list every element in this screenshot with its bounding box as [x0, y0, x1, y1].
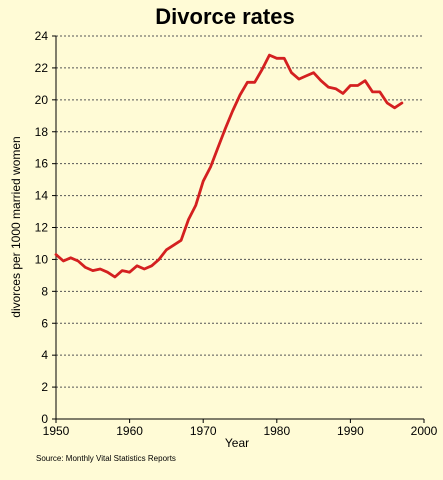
y-tick-label: 18 [35, 125, 49, 139]
y-tick-label: 24 [35, 29, 49, 43]
data-point [364, 79, 366, 82]
data-point [92, 269, 94, 272]
data-point [114, 276, 116, 278]
y-axis-label: divorces per 1000 married women [9, 136, 23, 317]
x-tick-label: 1960 [116, 424, 143, 438]
data-point [202, 180, 204, 183]
y-tick-label: 20 [35, 93, 49, 107]
y-tick-label: 0 [41, 412, 48, 426]
data-point [187, 218, 190, 221]
axes [52, 35, 425, 423]
y-tick-label: 16 [35, 157, 49, 171]
data-point [150, 265, 153, 267]
y-tick-label: 12 [35, 221, 49, 235]
data-point [312, 71, 315, 74]
data-point [209, 166, 212, 168]
data-point [77, 260, 79, 262]
y-tick-label: 8 [41, 284, 48, 298]
data-point [62, 260, 65, 262]
y-tick-label: 4 [41, 348, 48, 362]
series [54, 53, 404, 279]
data-point [128, 271, 131, 273]
data-point [217, 146, 219, 149]
x-tick-labels: 1950 1960 1970 1980 1990 2000 [43, 424, 438, 438]
data-point [298, 78, 300, 80]
data-point [261, 68, 263, 71]
data-point [334, 87, 337, 90]
x-tick-label: 1970 [190, 424, 217, 438]
data-point [121, 269, 124, 272]
data-point [290, 71, 293, 74]
x-axis-label: Year [225, 436, 249, 450]
x-tick-label: 2000 [411, 424, 438, 438]
data-point [143, 268, 146, 270]
data-point [172, 244, 175, 246]
data-point [136, 265, 138, 267]
data-point [327, 86, 330, 88]
data-point [165, 249, 168, 251]
y-tick-label: 10 [35, 252, 49, 266]
data-point [99, 268, 101, 270]
x-tick-label: 1980 [263, 424, 290, 438]
data-point [379, 91, 381, 93]
data-point [386, 102, 389, 104]
grid [56, 35, 424, 388]
data-point [371, 91, 374, 93]
data-point [320, 79, 322, 82]
data-point [158, 258, 160, 261]
y-tick-label: 2 [41, 380, 48, 394]
data-point [55, 253, 57, 256]
data-point [239, 94, 241, 96]
data-point [69, 257, 72, 259]
data-point [356, 84, 359, 87]
data-point [231, 110, 234, 112]
data-point [268, 54, 271, 56]
data-point [393, 107, 396, 109]
x-tick-label: 1990 [337, 424, 364, 438]
chart-title: Divorce rates [155, 4, 294, 29]
data-point [195, 204, 197, 206]
data-point [305, 75, 308, 77]
y-tick-label: 6 [41, 316, 48, 330]
data-point [401, 102, 403, 104]
data-point [283, 57, 285, 60]
x-tick-label: 1950 [43, 424, 70, 438]
data-point [349, 84, 352, 87]
data-point [106, 271, 109, 273]
data-point [276, 57, 278, 60]
data-point [253, 81, 256, 84]
y-tick-label: 14 [35, 189, 49, 203]
source-note: Source: Monthly Vital Statistics Reports [36, 454, 176, 463]
data-point [84, 266, 87, 269]
y-tick-label: 22 [35, 61, 49, 75]
series-line [54, 53, 404, 279]
data-point [342, 92, 344, 95]
data-point [180, 239, 182, 242]
data-point [224, 127, 227, 130]
data-point [246, 81, 249, 84]
